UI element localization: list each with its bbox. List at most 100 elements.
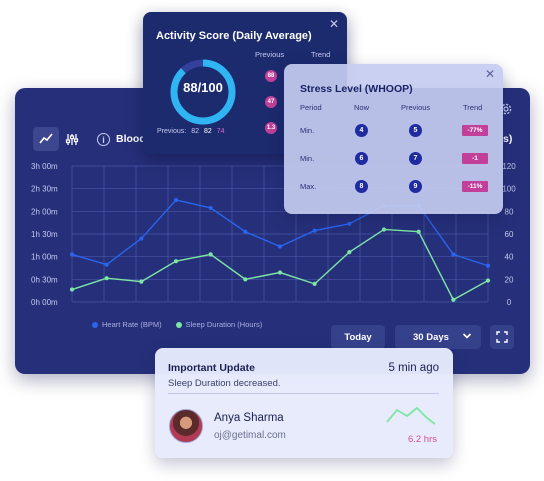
left-tick-label: 1h 30m — [31, 230, 58, 239]
score-ring — [170, 59, 236, 125]
user-email: oj@getimal.com — [214, 430, 286, 441]
left-tick-label: 0h 30m — [31, 275, 58, 284]
line-chart-button[interactable] — [33, 127, 59, 151]
sleep-duration-point — [243, 277, 248, 282]
chart-title: Blood — [116, 133, 146, 145]
stress-previous-value: 5 — [409, 124, 422, 137]
sleep-duration-point — [451, 297, 456, 302]
range-select[interactable]: 30 Days — [395, 325, 481, 349]
activity-col-trend: Trend — [311, 50, 331, 59]
stress-row-period: Min. — [300, 154, 315, 163]
stress-previous-value: 9 — [409, 180, 422, 193]
activity-title: Activity Score (Daily Average) — [156, 30, 312, 42]
sparkline-icon — [386, 406, 436, 425]
sleep-duration-point — [104, 276, 109, 281]
right-tick-label: 40 — [505, 253, 514, 262]
heart-rate-point — [485, 263, 491, 268]
heart-rate-point — [347, 221, 352, 226]
chart-toolbar — [33, 127, 85, 151]
avatar — [169, 409, 203, 443]
user-name: Anya Sharma — [214, 412, 284, 424]
close-icon[interactable]: ✕ — [328, 17, 339, 31]
stress-row-period: Max. — [300, 182, 317, 191]
range-value: 30 Days — [413, 331, 449, 343]
heart-rate-point — [277, 244, 283, 249]
update-title: Important Update — [168, 362, 255, 374]
right-tick-label: 120 — [502, 162, 516, 171]
sleep-duration-point — [208, 252, 213, 257]
stress-level-card: Stress Level (WHOOP) ✕ Period Now Previo… — [284, 64, 503, 214]
stress-header-trend: Trend — [463, 103, 483, 112]
right-tick-label: 100 — [502, 185, 516, 194]
stress-header-previous: Previous — [401, 103, 431, 112]
sleep-hours-value: 6.2 hrs — [407, 434, 437, 445]
left-tick-label: 0h 00m — [31, 298, 58, 307]
right-tick-label: 80 — [505, 207, 514, 216]
heart-rate-point — [104, 262, 109, 267]
chart-legend: Heart Rate (BPM) Sleep Duration (Hours) — [92, 320, 262, 329]
right-tick-label: 60 — [505, 230, 514, 239]
fullscreen-button[interactable] — [490, 325, 514, 349]
expand-icon — [496, 331, 508, 343]
right-tick-label: 20 — [505, 275, 514, 284]
legend-item-heart-rate: Heart Rate (BPM) — [92, 320, 162, 329]
ring-progress — [170, 59, 236, 125]
stress-trend-badge: -1 — [462, 153, 488, 164]
previous-value: 74 — [216, 128, 225, 135]
sleep-duration-line — [71, 228, 489, 301]
previous-badge: 47 — [265, 96, 277, 108]
chevron-down-icon — [462, 333, 472, 339]
left-tick-label: 2h 00m — [31, 207, 58, 216]
heart-rate-point — [208, 205, 213, 211]
sleep-duration-point — [277, 270, 283, 275]
update-message: Sleep Duration decreased. — [168, 378, 281, 389]
sleep-duration-point — [139, 279, 144, 284]
right-axis-title: s) — [503, 133, 513, 145]
legend-label: Heart Rate (BPM) — [102, 320, 162, 329]
activity-col-previous: Previous — [255, 50, 285, 59]
heart-rate-point — [173, 197, 179, 203]
sleep-duration-point — [347, 250, 352, 255]
stress-header-period: Period — [300, 103, 322, 112]
gear-icon[interactable] — [499, 102, 513, 116]
filter-button[interactable] — [59, 127, 85, 151]
stress-title: Stress Level (WHOOP) — [300, 83, 413, 95]
previous-value: 82 — [203, 128, 212, 135]
line-chart-icon — [39, 133, 53, 144]
close-icon[interactable]: ✕ — [484, 67, 495, 81]
sleep-duration-point — [485, 278, 491, 283]
stress-now-value: 4 — [355, 124, 368, 137]
stress-row-period: Min. — [300, 126, 315, 135]
stress-now-value: 6 — [355, 152, 368, 165]
left-tick-label: 1h 00m — [31, 253, 58, 262]
heart-rate-point — [69, 252, 75, 257]
today-button[interactable]: Today — [331, 325, 385, 349]
sleep-duration-point — [173, 259, 179, 264]
legend-label: Sleep Duration (Hours) — [185, 320, 263, 329]
update-time: 5 min ago — [388, 362, 439, 374]
legend-dot — [175, 321, 182, 328]
previous-label: Previous: — [157, 128, 187, 135]
previous-badge: 88 — [265, 70, 277, 82]
activity-score-value: 88/100 — [183, 80, 223, 95]
heart-rate-point — [451, 252, 456, 257]
sleep-duration-point — [312, 281, 317, 286]
update-notification-card[interactable]: Important Update 5 min ago Sleep Duratio… — [155, 348, 453, 458]
legend-dot — [92, 321, 98, 328]
sleep-duration-point — [416, 229, 421, 234]
activity-previous-line: Previous: 82 82 74 — [157, 128, 225, 135]
stress-trend-badge: -11% — [462, 181, 488, 192]
heart-rate-point — [139, 236, 144, 241]
sliders-icon — [65, 133, 79, 145]
stress-trend-badge: -77% — [462, 125, 488, 136]
info-icon[interactable]: i — [97, 133, 110, 146]
heart-rate-point — [243, 229, 248, 234]
left-tick-label: 2h 30m — [31, 185, 58, 194]
stress-previous-value: 7 — [409, 152, 422, 165]
legend-item-sleep: Sleep Duration (Hours) — [175, 320, 263, 329]
stress-header-now: Now — [354, 103, 370, 112]
right-tick-label: 0 — [507, 298, 512, 307]
sleep-duration-point — [69, 287, 75, 292]
previous-value: 82 — [191, 128, 199, 135]
